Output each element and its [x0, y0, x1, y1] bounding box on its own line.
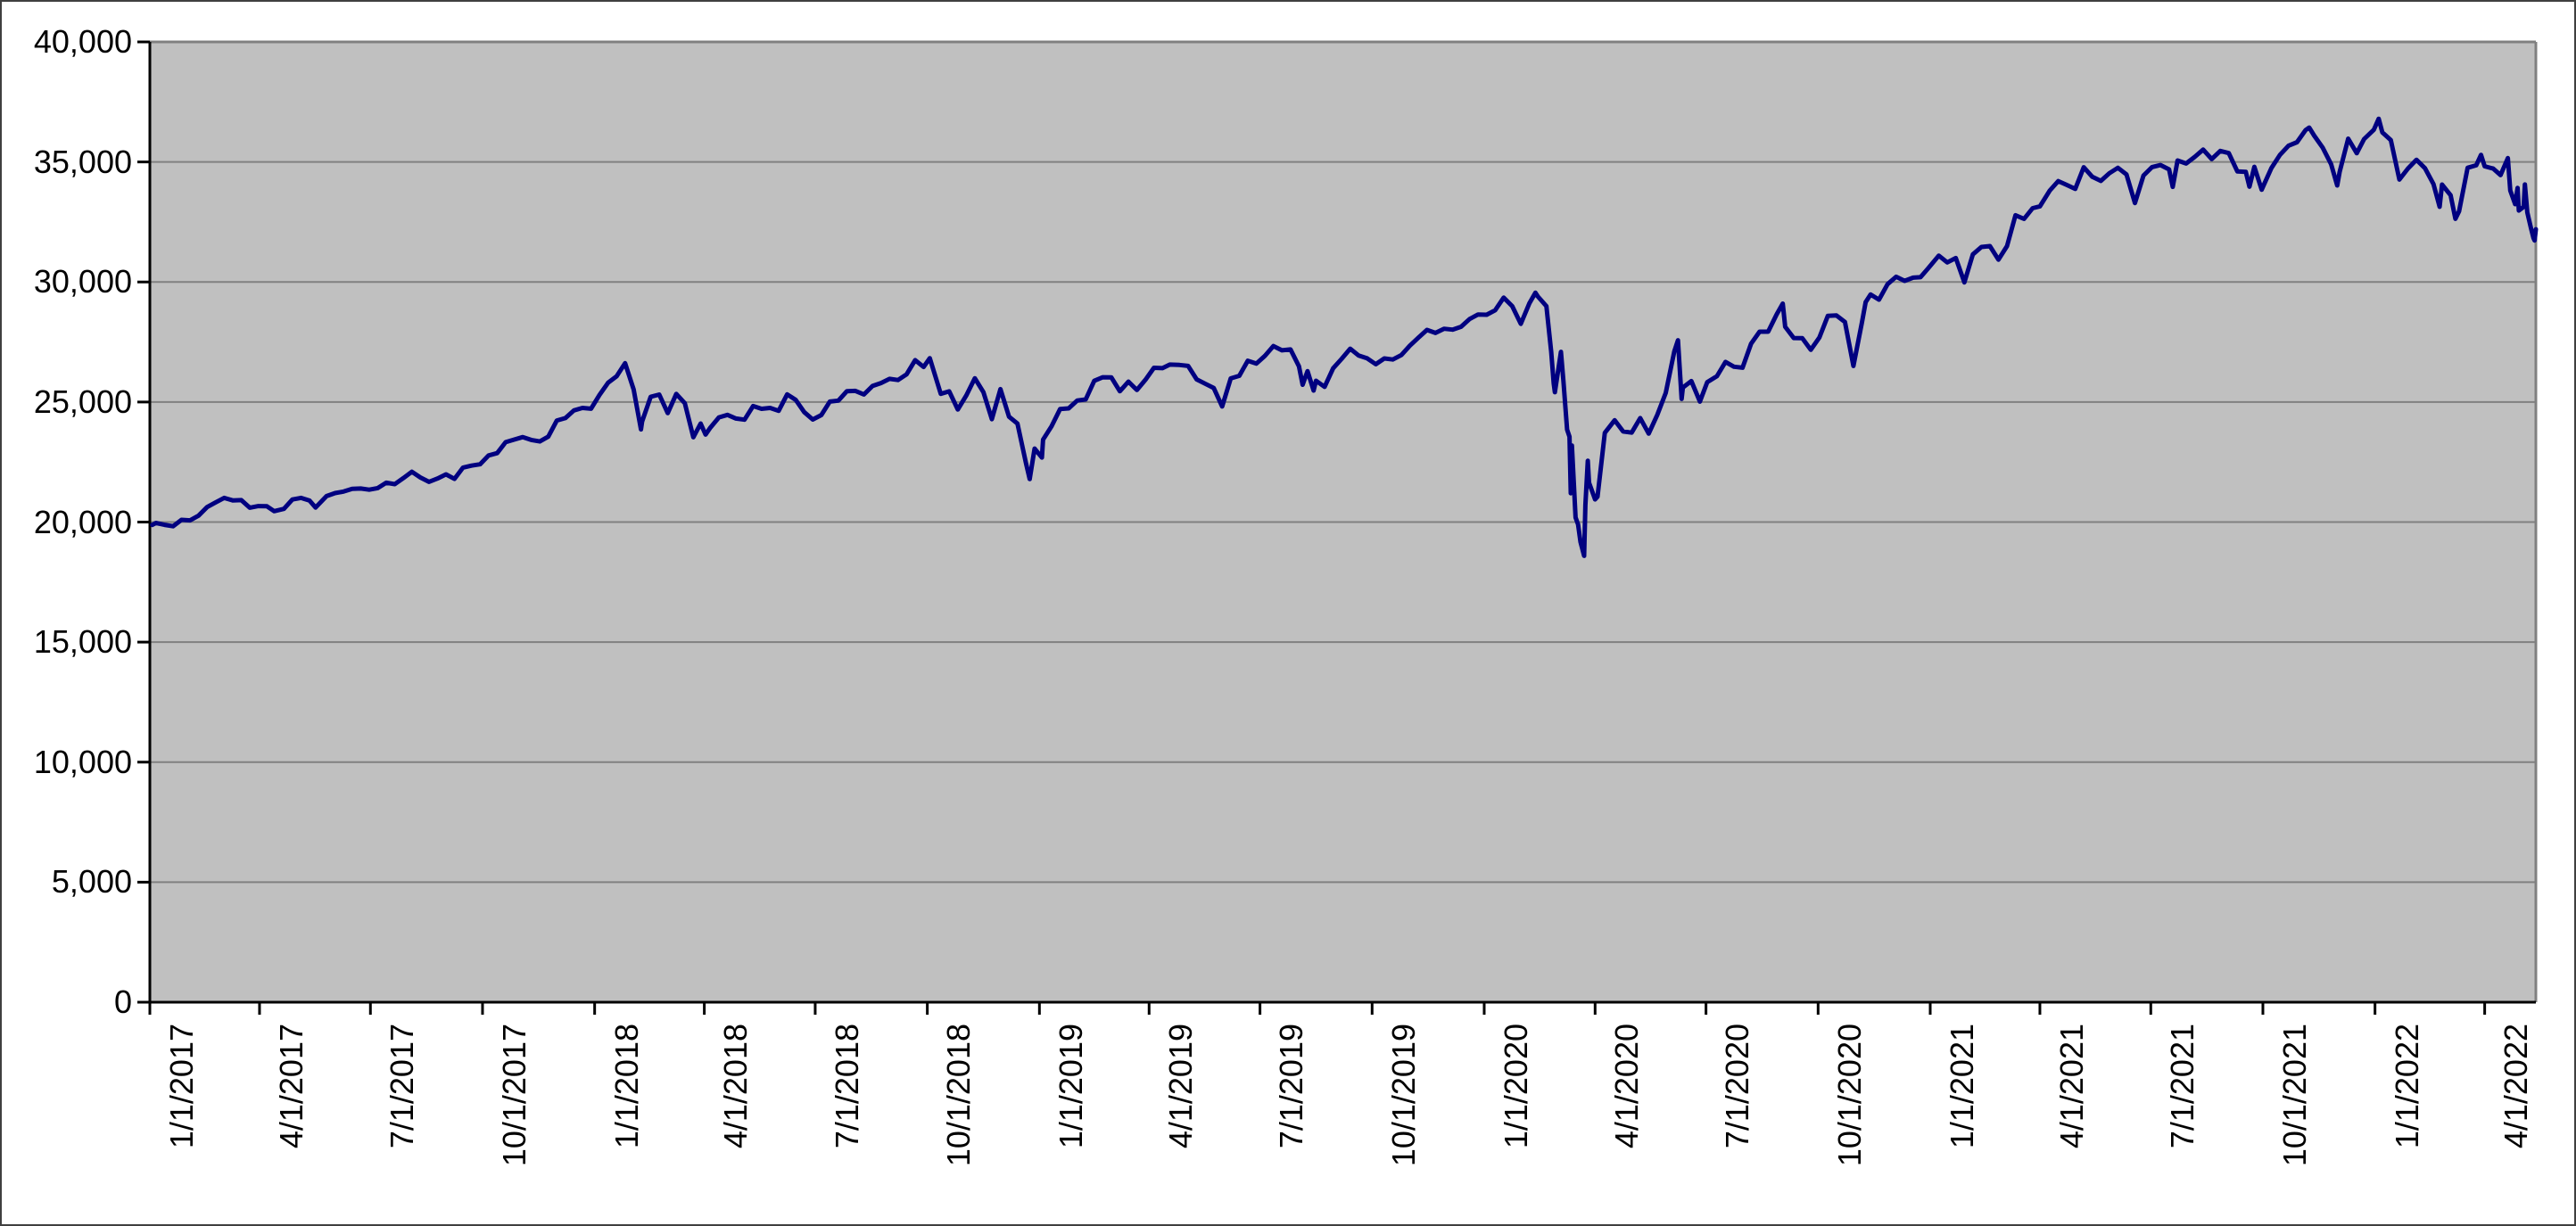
x-axis-label: 4/1/2020 — [1608, 1024, 1646, 1149]
y-axis-label: 25,000 — [33, 383, 132, 420]
x-axis-label: 1/1/2019 — [1053, 1024, 1090, 1149]
x-axis-label: 7/1/2019 — [1273, 1024, 1310, 1149]
x-axis-label: 4/1/2018 — [717, 1024, 755, 1149]
x-axis-label: 10/1/2018 — [940, 1024, 978, 1167]
x-axis-label: 10/1/2017 — [495, 1024, 533, 1167]
x-axis-label: 1/1/2020 — [1497, 1024, 1534, 1149]
x-axis-label: 10/1/2021 — [2275, 1024, 2313, 1167]
x-axis-label: 10/1/2019 — [1385, 1024, 1423, 1167]
y-axis-label: 20,000 — [33, 503, 132, 540]
x-axis-label: 1/1/2017 — [163, 1024, 200, 1149]
y-axis-label: 15,000 — [33, 623, 132, 661]
x-axis-label: 7/1/2017 — [384, 1024, 421, 1149]
x-axis-label: 7/1/2020 — [1719, 1024, 1756, 1149]
x-axis-label: 10/1/2020 — [1831, 1024, 1869, 1167]
x-axis-label: 7/1/2021 — [2164, 1024, 2201, 1149]
x-axis-label: 1/1/2021 — [1944, 1024, 1981, 1149]
y-axis-label: 5,000 — [51, 863, 132, 901]
x-axis-label: 1/1/2022 — [2388, 1024, 2425, 1149]
y-axis-label: 40,000 — [33, 23, 132, 60]
x-axis-label: 7/1/2018 — [828, 1024, 865, 1149]
x-axis-label: 1/1/2018 — [607, 1024, 645, 1149]
y-axis-label: 10,000 — [33, 743, 132, 780]
price-line — [150, 116, 2539, 558]
y-axis-label: 35,000 — [33, 143, 132, 180]
x-axis-label: 4/1/2017 — [272, 1024, 310, 1149]
x-axis-label: 4/1/2021 — [2052, 1024, 2090, 1149]
y-axis-label: 0 — [113, 983, 132, 1020]
x-axis-label: 4/1/2019 — [1162, 1024, 1200, 1149]
y-axis-label: 30,000 — [33, 263, 132, 300]
x-axis-label: 4/1/2022 — [2498, 1024, 2535, 1149]
